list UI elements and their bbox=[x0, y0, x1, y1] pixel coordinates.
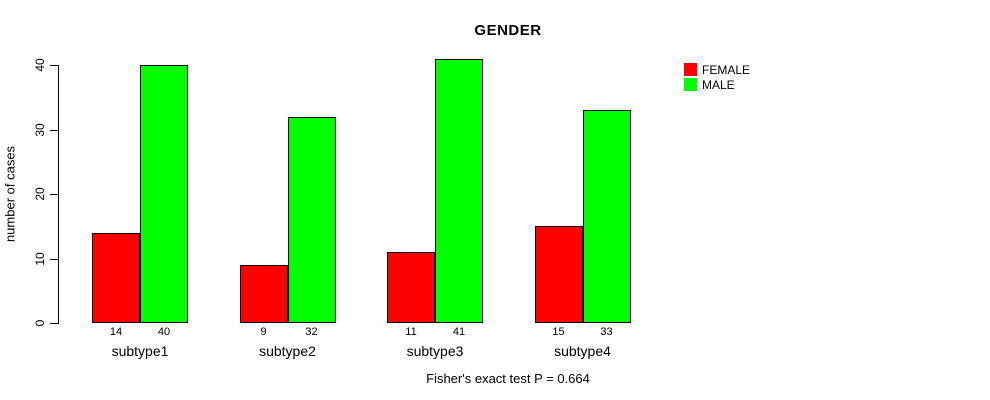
y-axis-title: number of cases bbox=[2, 145, 18, 243]
x-category-label-subtype4: subtype4 bbox=[554, 343, 611, 359]
y-tick-label: 40 bbox=[33, 58, 47, 72]
y-tick-label: 20 bbox=[33, 187, 47, 201]
legend-item-male: MALE bbox=[684, 77, 750, 92]
bar-female-subtype3 bbox=[387, 252, 435, 323]
legend-label-female: FEMALE bbox=[702, 62, 751, 77]
y-tick-mark bbox=[50, 194, 58, 195]
y-tick-mark bbox=[50, 65, 58, 66]
y-tick-mark bbox=[50, 258, 58, 260]
y-tick-label: 0 bbox=[33, 319, 47, 327]
legend-swatch-female bbox=[684, 63, 697, 76]
chart-title: GENDER bbox=[474, 22, 542, 39]
y-tick-mark bbox=[50, 129, 58, 131]
bar-value-label-male-subtype3: 41 bbox=[452, 326, 466, 338]
caption: Fisher's exact test P = 0.664 bbox=[426, 371, 590, 386]
bar-male-subtype2 bbox=[287, 116, 336, 323]
bar-male-subtype1 bbox=[140, 65, 188, 323]
y-axis-line bbox=[58, 65, 59, 324]
bar-value-label-male-subtype4: 33 bbox=[600, 326, 613, 338]
x-category-label-subtype2: subtype2 bbox=[259, 343, 316, 359]
bar-value-label-male-subtype2: 32 bbox=[305, 326, 318, 338]
legend: FEMALE MALE bbox=[684, 62, 750, 92]
legend-item-female: FEMALE bbox=[684, 62, 750, 77]
y-tick-mark bbox=[50, 323, 58, 324]
bar-value-label-female-subtype2: 9 bbox=[260, 326, 267, 338]
bar-female-subtype1 bbox=[92, 232, 140, 323]
legend-swatch-male bbox=[684, 78, 697, 91]
y-tick-label: 10 bbox=[33, 251, 47, 266]
bar-female-subtype2 bbox=[239, 264, 288, 323]
y-tick-label: 30 bbox=[33, 122, 47, 137]
bar-value-label-female-subtype1: 14 bbox=[109, 326, 123, 338]
bar-male-subtype4 bbox=[582, 110, 631, 323]
bar-female-subtype4 bbox=[534, 226, 583, 323]
x-category-label-subtype1: subtype1 bbox=[111, 343, 169, 359]
bar-value-label-male-subtype1: 40 bbox=[157, 326, 171, 338]
legend-label-male: MALE bbox=[702, 77, 735, 92]
bar-male-subtype3 bbox=[435, 58, 483, 323]
x-category-label-subtype3: subtype3 bbox=[406, 343, 464, 359]
bar-value-label-female-subtype3: 11 bbox=[405, 326, 417, 338]
bar-value-label-female-subtype4: 15 bbox=[552, 326, 565, 338]
